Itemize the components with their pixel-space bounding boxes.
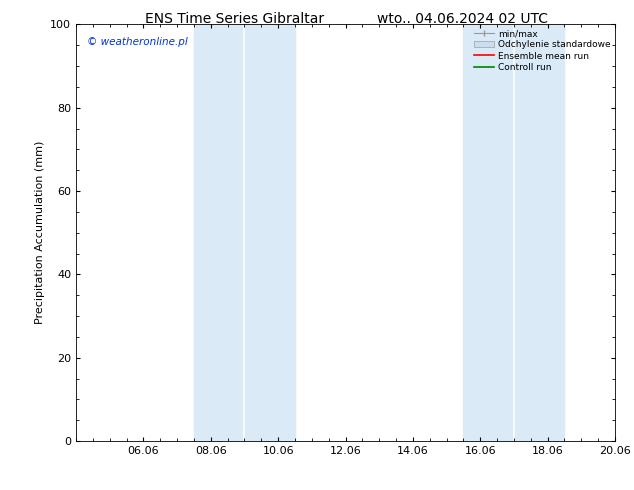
Legend: min/max, Odchylenie standardowe, Ensemble mean run, Controll run: min/max, Odchylenie standardowe, Ensembl… (472, 27, 612, 74)
Bar (463, 24, 564, 441)
Text: © weatheronline.pl: © weatheronline.pl (87, 37, 188, 47)
Bar (194, 24, 295, 441)
Y-axis label: Precipitation Accumulation (mm): Precipitation Accumulation (mm) (35, 141, 44, 324)
Text: ENS Time Series Gibraltar: ENS Time Series Gibraltar (145, 12, 324, 26)
Text: wto.. 04.06.2024 02 UTC: wto.. 04.06.2024 02 UTC (377, 12, 548, 26)
